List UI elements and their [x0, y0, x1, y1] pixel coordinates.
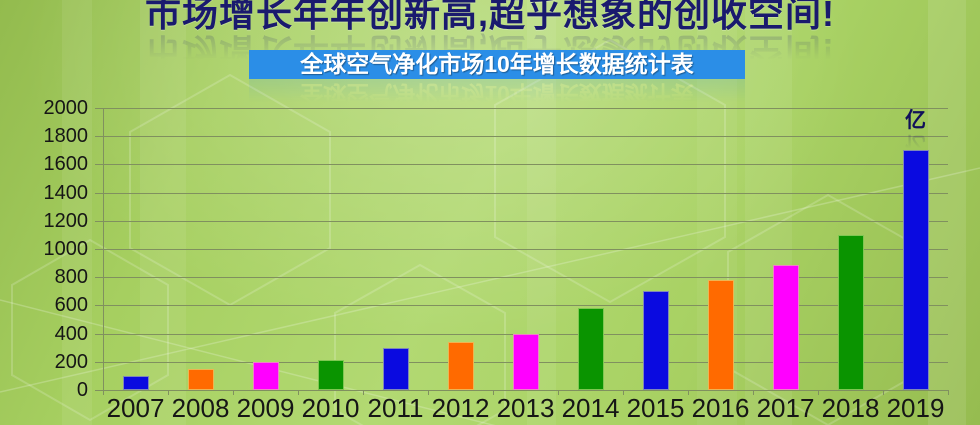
x-axis-label: 2013 — [496, 393, 555, 423]
bar-2015 — [642, 291, 669, 390]
x-axis-label: 2014 — [561, 393, 620, 423]
gridline — [103, 108, 948, 109]
x-axis-tick — [883, 390, 884, 395]
y-axis-label: 600 — [54, 294, 88, 317]
x-axis-label: 2009 — [236, 393, 295, 423]
y-axis-label: 800 — [54, 266, 88, 289]
y-axis-label: 1800 — [43, 125, 89, 148]
x-axis-label: 2008 — [171, 393, 230, 423]
background-stripe — [62, 0, 92, 425]
x-axis-label: 2019 — [886, 393, 945, 423]
chart-banner: 全球空气净化市场10年增长数据统计表 — [249, 50, 745, 79]
x-axis-tick — [948, 390, 949, 395]
y-axis-line — [103, 108, 104, 395]
y-axis-tick — [95, 333, 103, 335]
bar-2013 — [512, 333, 539, 390]
bar-2014 — [577, 308, 604, 390]
x-axis-tick — [818, 390, 819, 395]
gridline — [103, 220, 948, 222]
x-axis-label: 2010 — [301, 393, 360, 423]
y-axis-tick — [95, 136, 103, 138]
page-title: 市场增长年年创新高,超乎想象的创收空间! — [145, 0, 835, 34]
x-axis-label: 2016 — [691, 393, 750, 423]
x-axis-label: 2012 — [431, 393, 490, 423]
y-axis-tick — [95, 305, 103, 307]
y-axis-label: 400 — [54, 322, 88, 345]
unit-label: 亿 — [905, 109, 926, 133]
x-axis-tick — [233, 390, 234, 395]
gridline — [103, 192, 948, 194]
gridline — [103, 305, 948, 307]
x-axis-tick — [753, 390, 754, 395]
y-axis-tick — [95, 249, 103, 250]
y-axis-label: 1000 — [43, 238, 89, 260]
x-axis-tick — [168, 390, 169, 395]
unit-label-reflection: 亿 — [905, 132, 926, 156]
y-axis-tick — [95, 390, 103, 391]
y-axis-tick — [95, 220, 103, 222]
x-axis-tick — [558, 390, 559, 395]
gridline — [103, 277, 948, 279]
y-axis-label: 1400 — [43, 181, 89, 204]
gridline — [103, 390, 948, 391]
x-axis-label: 2018 — [821, 393, 880, 423]
y-axis-tick — [95, 192, 103, 194]
bar-2019 — [902, 150, 929, 390]
y-axis-tick — [95, 108, 103, 109]
bar-2007 — [122, 375, 149, 390]
x-axis-tick — [493, 390, 494, 395]
x-axis-label: 2017 — [756, 393, 815, 423]
y-axis-label: 200 — [54, 350, 88, 373]
x-axis-tick — [103, 390, 104, 395]
x-axis-tick — [623, 390, 624, 395]
bar-2018 — [837, 234, 864, 390]
x-axis-label: 2007 — [106, 393, 165, 423]
y-axis-label: 2000 — [43, 97, 89, 119]
gridline — [103, 249, 948, 250]
x-axis-tick — [688, 390, 689, 395]
y-axis-label: 1200 — [43, 209, 89, 232]
x-axis-label: 2015 — [626, 393, 685, 423]
gridline — [103, 136, 948, 138]
background-stripe — [928, 0, 966, 425]
bar-2017 — [772, 264, 799, 390]
gridline — [103, 164, 948, 166]
bar-2012 — [447, 342, 474, 390]
x-axis-tick — [363, 390, 364, 395]
bar-2016 — [707, 280, 734, 390]
y-axis-label: 1600 — [43, 153, 89, 176]
bar-2011 — [382, 347, 409, 390]
bar-2010 — [317, 360, 344, 390]
bar-2009 — [252, 361, 279, 390]
x-axis-tick — [298, 390, 299, 395]
y-axis-tick — [95, 361, 103, 363]
bar-2008 — [187, 368, 214, 390]
y-axis-label: 0 — [76, 379, 88, 401]
x-axis-tick — [428, 390, 429, 395]
y-axis-tick — [95, 164, 103, 166]
background-stripe — [140, 0, 186, 425]
x-axis-label: 2011 — [367, 393, 424, 423]
y-axis-tick — [95, 277, 103, 279]
